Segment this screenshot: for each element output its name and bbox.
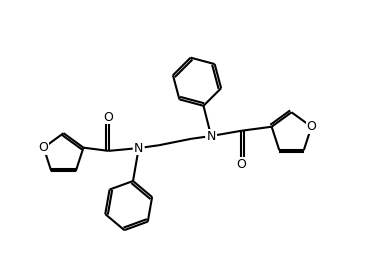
Text: O: O bbox=[39, 141, 49, 154]
Text: N: N bbox=[206, 129, 216, 143]
Text: O: O bbox=[236, 158, 246, 171]
Text: N: N bbox=[134, 142, 143, 155]
Text: O: O bbox=[104, 111, 113, 124]
Text: O: O bbox=[307, 120, 316, 133]
